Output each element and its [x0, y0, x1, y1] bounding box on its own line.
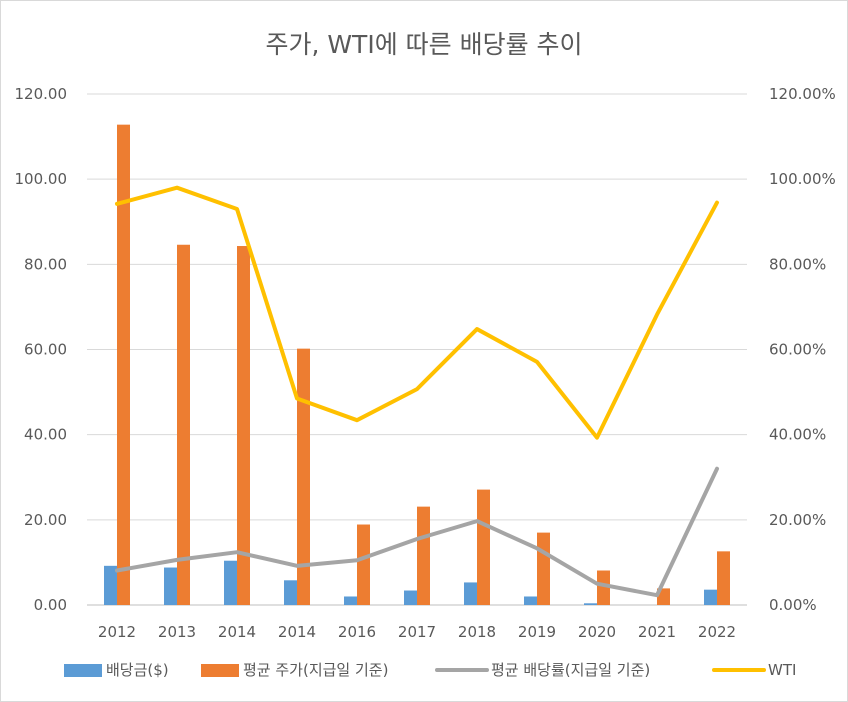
x-tick-label: 2019 — [518, 623, 556, 641]
legend-label: 배당금($) — [106, 661, 169, 679]
y-right-tick-label: 100.00% — [769, 170, 836, 188]
x-tick-label: 2016 — [338, 623, 376, 641]
legend-label: 평균 주가(지급일 기준) — [243, 661, 388, 679]
y-right-tick-label: 60.00% — [769, 341, 826, 359]
x-tick-label: 2018 — [458, 623, 496, 641]
bar-series — [104, 124, 730, 605]
bar-avg-price — [117, 124, 130, 605]
x-tick-label: 2012 — [98, 623, 136, 641]
bar-dividend — [464, 582, 477, 605]
bar-avg-price — [597, 570, 610, 605]
legend-label: WTI — [768, 661, 796, 679]
legend-item: 평균 배당률(지급일 기준) — [435, 661, 650, 679]
gridlines — [87, 93, 747, 606]
bar-avg-price — [357, 524, 370, 605]
axis-labels: 0.00 20.00 40.00 60.00 80.00 100.00 120.00 0.00… — [15, 85, 836, 641]
bar-dividend — [164, 567, 177, 605]
legend-item: 배당금($) — [64, 661, 169, 679]
y-left-tick-label: 0.00 — [34, 596, 67, 614]
x-tick-label: 2014 — [278, 623, 316, 641]
line-series — [115, 185, 719, 598]
x-tick-label: 2017 — [398, 623, 436, 641]
chart-title: 주가, WTI에 따른 배당률 추이 — [265, 30, 582, 59]
y-right-tick-label: 120.00% — [769, 85, 836, 103]
x-tick-label: 2022 — [698, 623, 736, 641]
y-right-tick-label: 80.00% — [769, 255, 826, 273]
bar-avg-price — [477, 489, 490, 605]
bar-avg-price — [237, 246, 250, 605]
bar-avg-price — [177, 244, 190, 605]
y-left-tick-label: 60.00 — [24, 341, 67, 359]
y-left-tick-label: 20.00 — [24, 511, 67, 529]
bar-dividend — [584, 603, 597, 605]
bar-dividend — [344, 596, 357, 605]
bar-dividend — [104, 565, 117, 605]
y-left-tick-label: 40.00 — [24, 426, 67, 444]
legend: 배당금($) 평균 주가(지급일 기준) 평균 배당률(지급일 기준) WTI — [64, 661, 796, 679]
y-left-tick-label: 80.00 — [24, 255, 67, 273]
line-avg-yield — [115, 466, 719, 598]
y-right-tick-label: 0.00% — [769, 596, 817, 614]
bar-dividend — [704, 589, 717, 605]
x-tick-label: 2014 — [218, 623, 256, 641]
legend-item: WTI — [712, 661, 796, 679]
bar-dividend — [404, 590, 417, 605]
y-left-tick-label: 120.00 — [15, 85, 68, 103]
y-right-tick-label: 20.00% — [769, 511, 826, 529]
bar-dividend — [524, 596, 537, 605]
bar-avg-price — [537, 532, 550, 605]
legend-swatch — [64, 664, 102, 677]
legend-swatch — [201, 664, 239, 677]
bar-avg-price — [297, 348, 310, 605]
x-tick-label: 2020 — [578, 623, 616, 641]
bar-dividend — [284, 580, 297, 605]
bar-avg-price — [417, 506, 430, 605]
line-wti — [115, 185, 719, 440]
legend-item: 평균 주가(지급일 기준) — [201, 661, 388, 679]
x-tick-label: 2013 — [158, 623, 196, 641]
y-right-tick-label: 40.00% — [769, 426, 826, 444]
y-left-tick-label: 100.00 — [15, 170, 68, 188]
bar-avg-price — [717, 551, 730, 605]
legend-label: 평균 배당률(지급일 기준) — [491, 661, 650, 679]
bar-dividend — [224, 560, 237, 605]
x-tick-label: 2021 — [638, 623, 676, 641]
